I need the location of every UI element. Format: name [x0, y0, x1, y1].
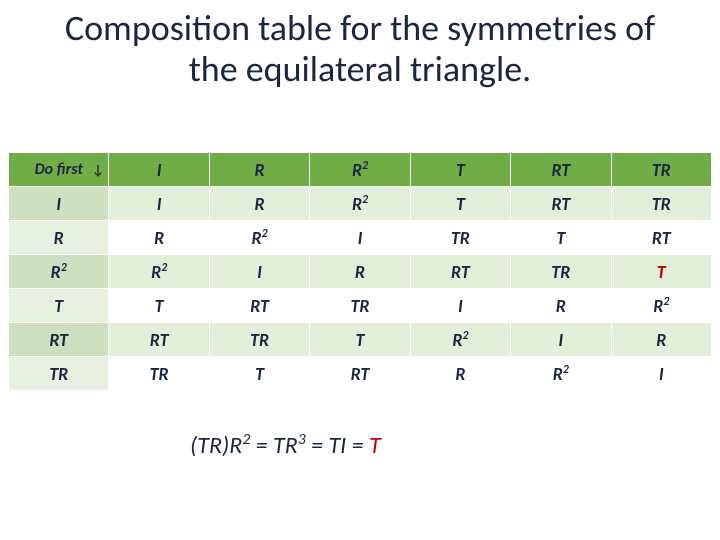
table-cell: R [310, 255, 410, 289]
down-arrow-icon: ↓ [92, 161, 105, 178]
table-cell: T [410, 187, 510, 221]
col-header: TR [611, 153, 711, 187]
table-cell: RT [410, 255, 510, 289]
row-header: RT [9, 323, 109, 357]
table-cell: TR [410, 221, 510, 255]
table-cell: TR [109, 357, 209, 391]
table-cell: I [109, 187, 209, 221]
table-cell: RT [611, 221, 711, 255]
table-cell: R2 [310, 187, 410, 221]
col-header: T [410, 153, 510, 187]
table-cell: R2 [410, 323, 510, 357]
table-cell: I [209, 255, 309, 289]
table-cell: R [209, 187, 309, 221]
table-cell: I [310, 221, 410, 255]
table-cell: T [109, 289, 209, 323]
table-cell: T [511, 221, 611, 255]
col-header: R2 [310, 153, 410, 187]
derivation-formula: (TR)R2 = TR3 = TI = T [190, 430, 381, 460]
table-cell: R2 [109, 255, 209, 289]
table-cell: R [611, 323, 711, 357]
table-cell: T [611, 255, 711, 289]
table-cell: R [511, 289, 611, 323]
table-cell: R [410, 357, 510, 391]
row-header: T [9, 289, 109, 323]
row-header: I [9, 187, 109, 221]
row-header: TR [9, 357, 109, 391]
table-cell: R2 [209, 221, 309, 255]
table-cell: TR [209, 323, 309, 357]
table-cell: I [511, 323, 611, 357]
table-cell: TR [611, 187, 711, 221]
table-cell: RT [109, 323, 209, 357]
col-header: I [109, 153, 209, 187]
table-cell: RT [310, 357, 410, 391]
table-cell: TR [511, 255, 611, 289]
table-cell: TR [310, 289, 410, 323]
table-cell: T [310, 323, 410, 357]
table-cell: I [611, 357, 711, 391]
col-header: R [209, 153, 309, 187]
table-cell: R2 [511, 357, 611, 391]
composition-table-wrap: Do first↓IRR2TRTTRIIRR2TRTTRRRR2ITRTRTR2… [8, 152, 712, 391]
table-cell: R2 [611, 289, 711, 323]
corner-cell: Do first↓ [9, 153, 109, 187]
table-cell: RT [511, 187, 611, 221]
table-cell: RT [209, 289, 309, 323]
slide-title: Composition table for the symmetries of … [0, 8, 720, 91]
row-header: R [9, 221, 109, 255]
col-header: RT [511, 153, 611, 187]
row-header: R2 [9, 255, 109, 289]
table-cell: R [109, 221, 209, 255]
composition-table: Do first↓IRR2TRTTRIIRR2TRTTRRRR2ITRTRTR2… [8, 152, 712, 391]
table-cell: T [209, 357, 309, 391]
table-cell: I [410, 289, 510, 323]
